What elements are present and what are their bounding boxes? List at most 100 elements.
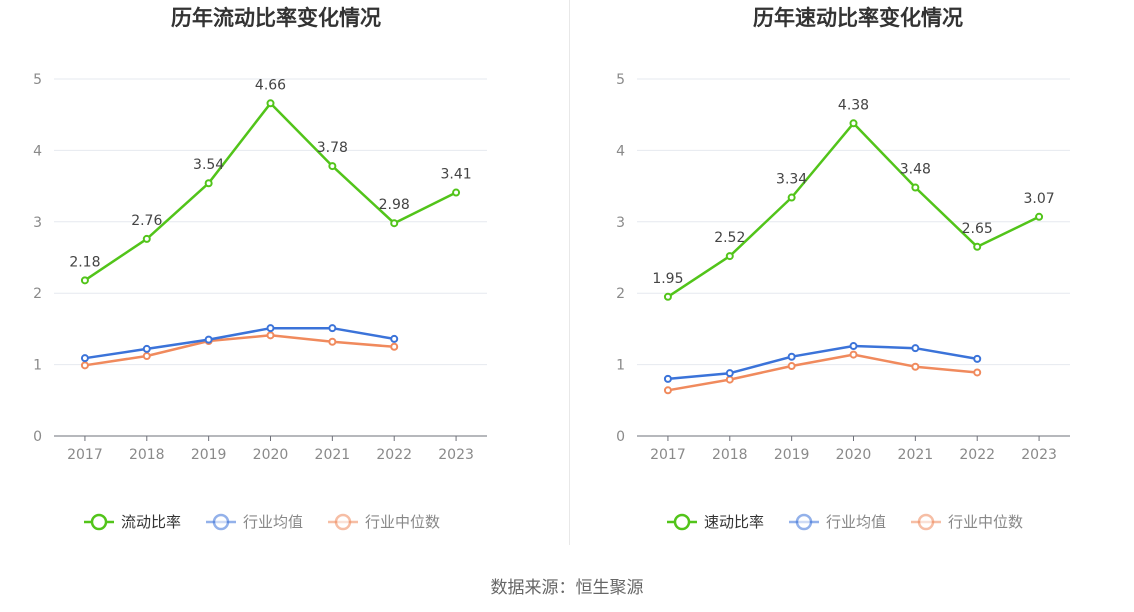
data-label: 3.07 <box>1023 191 1054 207</box>
x-tick-label: 2022 <box>376 447 412 463</box>
data-point[interactable] <box>911 344 920 353</box>
y-tick-label: 2 <box>33 286 42 302</box>
series-line-2 <box>667 344 978 381</box>
data-label: 4.66 <box>255 77 286 93</box>
data-point[interactable] <box>849 119 858 128</box>
legend-item-1[interactable]: 速动比率 <box>667 513 764 531</box>
data-point[interactable] <box>787 362 796 371</box>
data-point[interactable] <box>1035 212 1044 221</box>
data-label: 4.38 <box>838 97 869 113</box>
legend-label: 流动比率 <box>121 513 181 531</box>
legend-marker <box>212 513 230 531</box>
data-point[interactable] <box>973 242 982 251</box>
data-point[interactable] <box>725 375 734 384</box>
data-point[interactable] <box>142 352 151 361</box>
data-point[interactable] <box>328 162 337 171</box>
y-tick-label: 0 <box>33 429 42 445</box>
x-tick-label: 2018 <box>712 447 748 463</box>
legend-marker <box>334 513 352 531</box>
x-tick-label: 2023 <box>438 447 474 463</box>
y-tick-label: 4 <box>616 143 625 159</box>
data-label: 3.41 <box>440 167 471 183</box>
data-point[interactable] <box>849 342 858 351</box>
y-tick-label: 1 <box>33 358 42 374</box>
data-point[interactable] <box>80 361 89 370</box>
y-tick-label: 0 <box>616 429 625 445</box>
data-point[interactable] <box>663 292 672 301</box>
data-point[interactable] <box>142 344 151 353</box>
data-point[interactable] <box>973 354 982 363</box>
data-label: 2.65 <box>962 221 993 237</box>
x-tick-label: 2021 <box>315 447 351 463</box>
data-point[interactable] <box>266 99 275 108</box>
data-point[interactable] <box>725 369 734 378</box>
x-tick-label: 2020 <box>836 447 872 463</box>
x-tick-label: 2017 <box>67 447 103 463</box>
series-line-1 <box>84 102 457 282</box>
data-point[interactable] <box>849 350 858 359</box>
data-point[interactable] <box>80 276 89 285</box>
y-tick-label: 2 <box>616 286 625 302</box>
data-point[interactable] <box>911 362 920 371</box>
legend-label: 行业均值 <box>243 513 303 531</box>
data-point[interactable] <box>663 374 672 383</box>
data-point[interactable] <box>204 335 213 344</box>
x-tick-label: 2018 <box>129 447 165 463</box>
y-tick-label: 4 <box>33 143 42 159</box>
legend-item-2[interactable]: 行业均值 <box>789 513 886 531</box>
data-point[interactable] <box>725 252 734 261</box>
data-point[interactable] <box>787 352 796 361</box>
data-point[interactable] <box>452 188 461 197</box>
legend-item-3[interactable]: 行业中位数 <box>911 513 1023 531</box>
data-point[interactable] <box>328 324 337 333</box>
legend-item-3[interactable]: 行业中位数 <box>328 513 440 531</box>
data-point[interactable] <box>142 234 151 243</box>
chart-2: 历年速动比率变化情况 0 1 2 3 4 5 2017 2018 2019 2020 2021 2022… <box>616 6 1070 531</box>
data-point[interactable] <box>204 179 213 188</box>
x-tick-label: 2019 <box>191 447 227 463</box>
legend-label: 行业中位数 <box>365 513 440 531</box>
data-point[interactable] <box>266 331 275 340</box>
legend-marker <box>917 513 935 531</box>
data-point[interactable] <box>390 342 399 351</box>
legend-marker <box>673 513 691 531</box>
data-label: 3.54 <box>193 157 224 173</box>
y-tick-label: 1 <box>616 358 625 374</box>
data-point[interactable] <box>787 193 796 202</box>
chart-1: 历年流动比率变化情况 0 1 2 3 4 5 2017 2018 2019 2020 2021 2022… <box>33 6 487 531</box>
data-label: 2.52 <box>714 230 745 246</box>
charts-canvas: 历年流动比率变化情况 0 1 2 3 4 5 2017 2018 2019 2020 2021 2022… <box>33 6 1070 531</box>
data-label: 3.34 <box>776 172 807 188</box>
series-line-3 <box>84 334 395 367</box>
data-point[interactable] <box>390 219 399 228</box>
data-point[interactable] <box>266 324 275 333</box>
data-label: 2.76 <box>131 213 162 229</box>
x-tick-label: 2019 <box>774 447 810 463</box>
legend-item-1[interactable]: 流动比率 <box>84 513 181 531</box>
data-point[interactable] <box>328 337 337 346</box>
chart-title: 历年速动比率变化情况 <box>753 6 963 30</box>
y-tick-label: 3 <box>616 215 625 231</box>
legend-marker <box>795 513 813 531</box>
data-point[interactable] <box>911 183 920 192</box>
data-point[interactable] <box>390 334 399 343</box>
data-point[interactable] <box>663 386 672 395</box>
y-tick-label: 3 <box>33 215 42 231</box>
data-point[interactable] <box>973 368 982 377</box>
legend-label: 速动比率 <box>704 513 764 531</box>
x-tick-label: 2022 <box>959 447 995 463</box>
data-label: 3.78 <box>317 140 348 156</box>
panel-divider <box>569 0 570 545</box>
legend-marker <box>90 513 108 531</box>
legend-label: 行业中位数 <box>948 513 1023 531</box>
data-point[interactable] <box>80 354 89 363</box>
y-tick-label: 5 <box>616 72 625 88</box>
series-line-3 <box>667 353 978 392</box>
source-footer: 数据来源：恒生聚源 <box>490 578 644 598</box>
data-label: 3.48 <box>900 162 931 178</box>
series-line-2 <box>84 326 395 360</box>
legend-label: 行业均值 <box>826 513 886 531</box>
legend-item-2[interactable]: 行业均值 <box>206 513 303 531</box>
y-tick-label: 5 <box>33 72 42 88</box>
series-line-1 <box>667 122 1040 298</box>
